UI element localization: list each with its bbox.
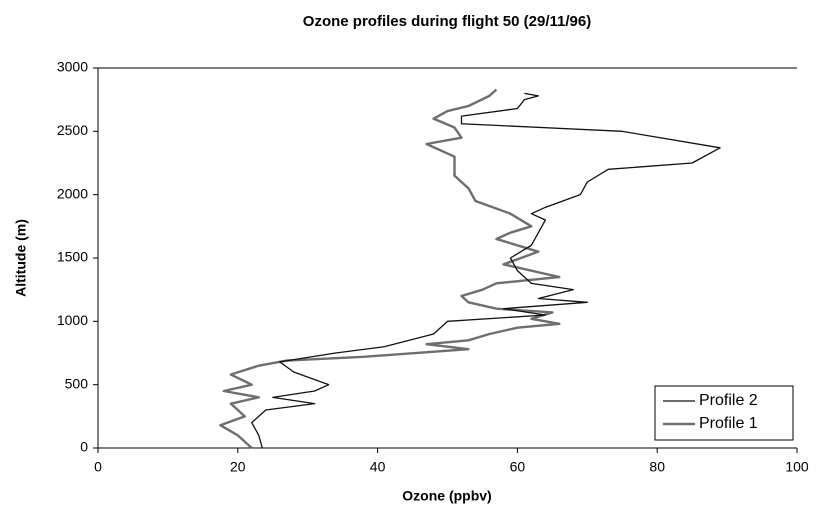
legend-label: Profile 1 [699,415,758,432]
x-tick-label: 60 [510,459,526,475]
x-tick-label: 40 [370,459,386,475]
data-line [219,88,561,449]
x-axis-label: Ozone (ppbv) [402,488,491,504]
x-tick-label: 100 [785,459,809,475]
y-tick-label: 500 [65,375,89,391]
y-axis-label: Altitude (m) [13,219,29,297]
x-tick-label: 0 [94,459,102,475]
data-line [251,92,721,449]
y-tick-label: 2500 [57,122,88,138]
chart-title: Ozone profiles during flight 50 (29/11/9… [303,13,591,30]
y-tick-label: 0 [80,439,88,455]
x-tick-label: 80 [649,459,665,475]
legend-label: Profile 2 [699,392,758,409]
y-tick-label: 2000 [57,185,88,201]
y-tick-label: 1000 [57,312,88,328]
x-tick-label: 20 [230,459,246,475]
y-tick-label: 3000 [57,59,88,75]
y-tick-label: 1500 [57,249,88,265]
legend-box [654,385,794,441]
